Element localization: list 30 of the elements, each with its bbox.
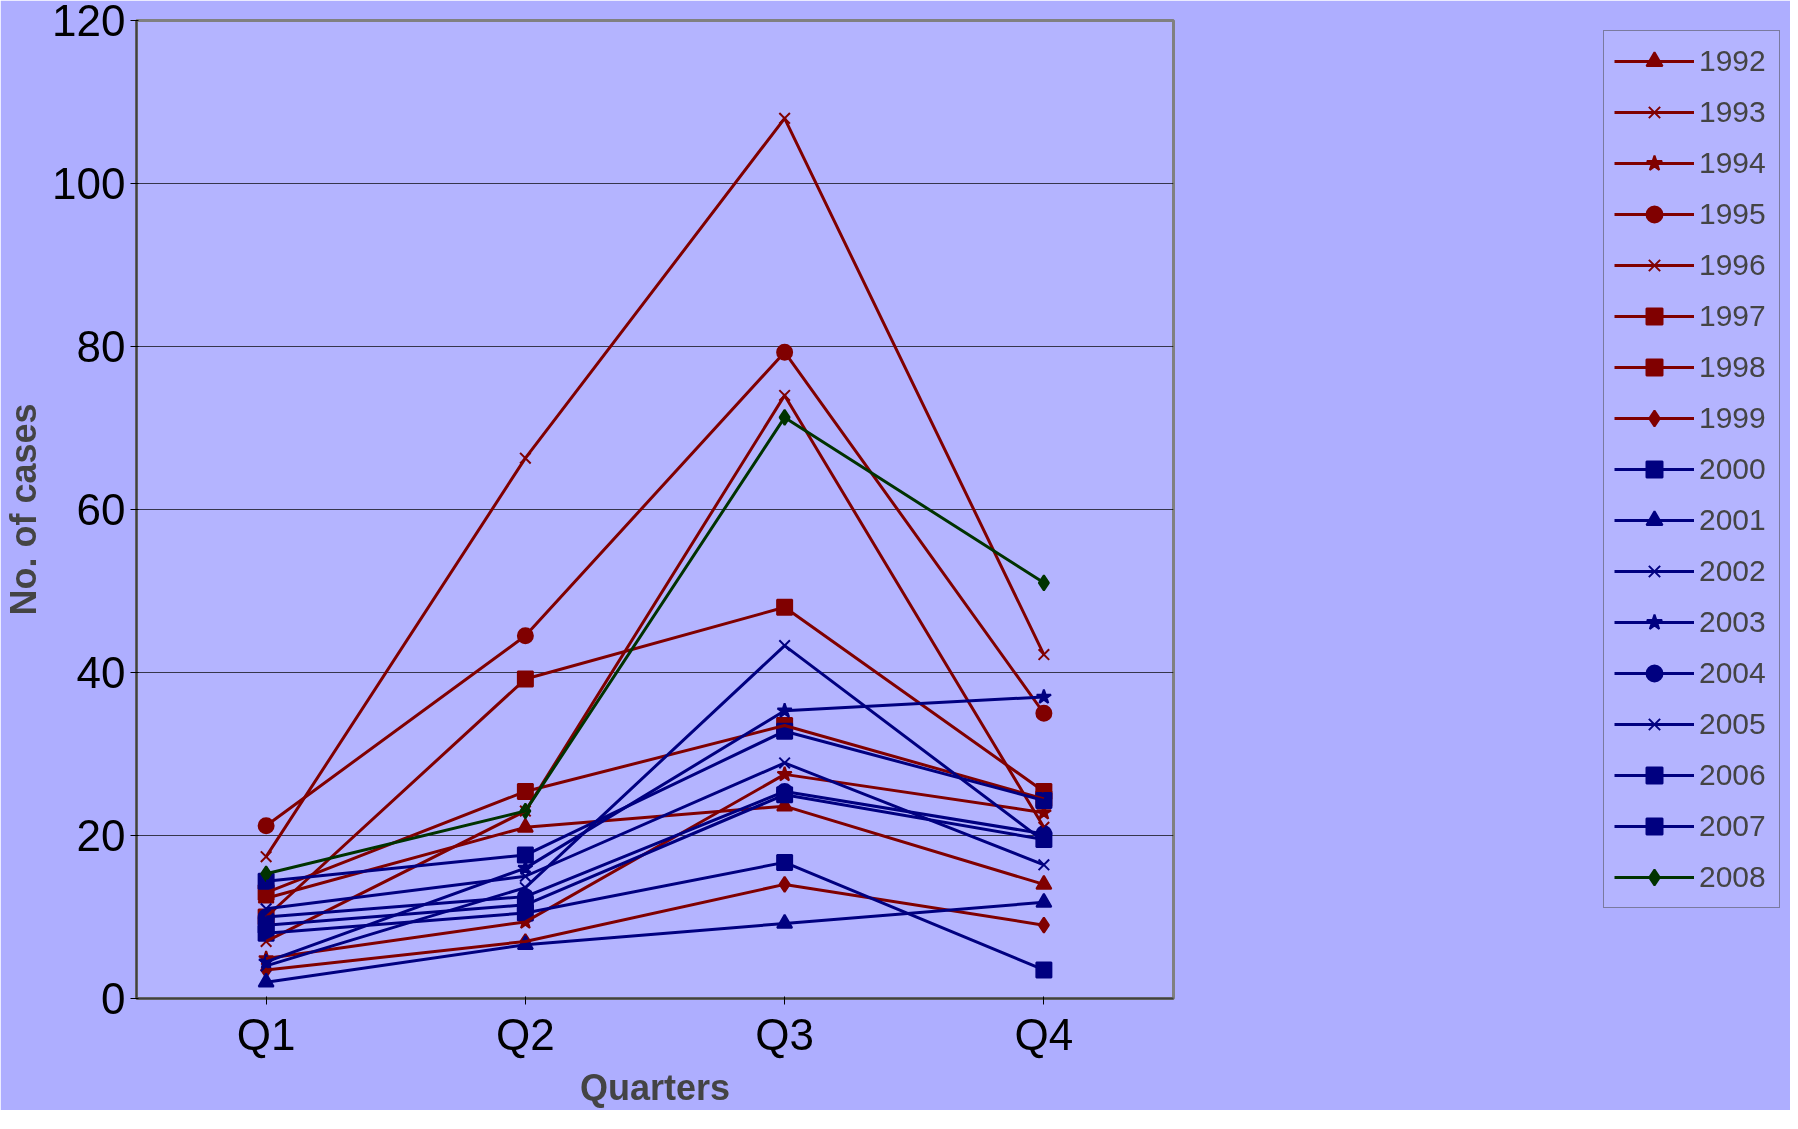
legend-label: 2000 xyxy=(1699,451,1767,487)
y-tick-label: 120 xyxy=(52,0,126,45)
y-tick-label: 0 xyxy=(101,974,126,1023)
legend-label: 2006 xyxy=(1699,757,1767,793)
legend-label: 1994 xyxy=(1699,145,1767,181)
legend-label: 1992 xyxy=(1699,43,1767,79)
legend-label: 1993 xyxy=(1699,94,1767,130)
y-tick-label: 20 xyxy=(76,811,126,860)
legend-label: 2004 xyxy=(1699,655,1767,691)
y-tick-label: 60 xyxy=(76,485,126,534)
x-axis-title: Quarters xyxy=(579,1066,731,1108)
x-tick-label: Q1 xyxy=(236,1009,296,1059)
y-tick-label: 80 xyxy=(76,322,126,371)
x-tick-label: Q2 xyxy=(496,1009,555,1059)
legend-label: 2001 xyxy=(1699,502,1767,538)
x-tick-label: Q4 xyxy=(1014,1009,1074,1059)
x-tick-label: Q3 xyxy=(755,1009,814,1059)
legend-label: 1995 xyxy=(1699,196,1767,232)
legend-label: 1996 xyxy=(1699,247,1767,283)
legend-label: 2005 xyxy=(1699,706,1767,742)
legend-label: 2003 xyxy=(1699,604,1767,640)
legend-label: 1997 xyxy=(1699,298,1767,334)
legend-label: 2002 xyxy=(1699,553,1767,589)
y-tick-label: 40 xyxy=(76,648,126,697)
legend-label: 1999 xyxy=(1699,400,1767,436)
legend-label: 2008 xyxy=(1699,859,1767,895)
y-tick-label: 100 xyxy=(52,159,126,208)
legend-label: 1998 xyxy=(1699,349,1767,385)
y-axis-title: No. of cases xyxy=(3,403,45,616)
legend-label: 2007 xyxy=(1699,808,1767,844)
